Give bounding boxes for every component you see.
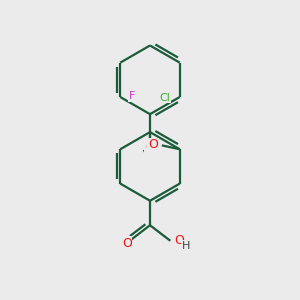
Text: Cl: Cl — [159, 93, 170, 103]
Text: O: O — [122, 237, 132, 250]
Text: H: H — [182, 241, 190, 251]
Text: F: F — [129, 92, 135, 101]
Text: O: O — [148, 138, 158, 151]
Text: O: O — [174, 234, 184, 247]
Text: O: O — [145, 140, 155, 154]
